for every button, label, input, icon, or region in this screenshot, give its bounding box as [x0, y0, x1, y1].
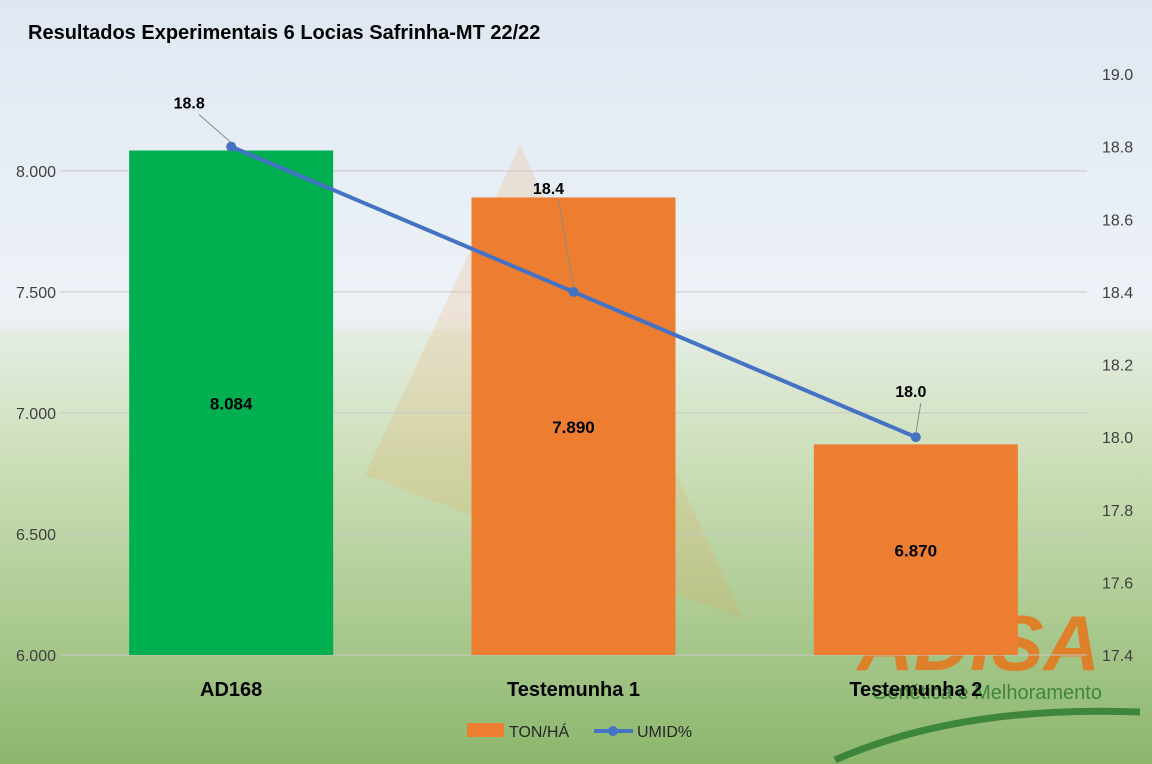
bar [471, 197, 676, 655]
leader-line [198, 114, 232, 144]
series-point [568, 286, 579, 297]
chart-title: Resultados Experimentais 6 Locias Safrin… [28, 22, 540, 44]
y-right-tick-label: 17.8 [1102, 503, 1133, 520]
leader-line [558, 199, 574, 288]
y-right-tick-label: 17.6 [1102, 575, 1133, 592]
leader-line [915, 403, 922, 434]
bar-value-label: 7.890 [552, 418, 595, 437]
bar [129, 150, 334, 655]
y-right-tick-label: 18.8 [1102, 140, 1133, 157]
x-category-label: AD168 [200, 679, 262, 701]
series-point [910, 432, 921, 443]
y-left-tick-label: 6.000 [16, 648, 56, 665]
watermark-swoosh [833, 707, 1141, 764]
y-left-tick-label: 7.500 [16, 285, 56, 302]
y-right-tick-label: 18.2 [1102, 358, 1133, 375]
legend-swatch-bar [467, 723, 504, 737]
watermark-tagline: Genética e Melhoramento [872, 682, 1102, 704]
x-category-label: Testemunha 2 [849, 679, 982, 701]
y-right-tick-label: 18.0 [1102, 430, 1133, 447]
y-right-tick-label: 19.0 [1102, 67, 1133, 84]
legend: TON/HÁ UMID% [467, 722, 692, 741]
y-right-tick-label: 18.4 [1102, 285, 1133, 302]
line-value-label: 18.4 [533, 181, 564, 198]
line-value-label: 18.0 [895, 384, 926, 401]
legend-marker [608, 726, 618, 736]
y-right-tick-label: 17.4 [1102, 648, 1133, 665]
bar-value-label: 8.084 [210, 395, 253, 414]
bar [813, 444, 1018, 655]
y-right-tick-label: 18.6 [1102, 212, 1133, 229]
y-left-tick-label: 6.500 [16, 527, 56, 544]
y-left-tick-label: 7.000 [16, 406, 56, 423]
series-point [226, 141, 237, 152]
legend-label: UMID% [637, 724, 692, 741]
y-left-tick-label: 8.000 [16, 164, 56, 181]
bar-value-label: 6.870 [895, 542, 938, 561]
legend-label: TON/HÁ [509, 722, 569, 741]
x-category-label: Testemunha 1 [507, 679, 640, 701]
line-value-label: 18.8 [174, 96, 205, 113]
